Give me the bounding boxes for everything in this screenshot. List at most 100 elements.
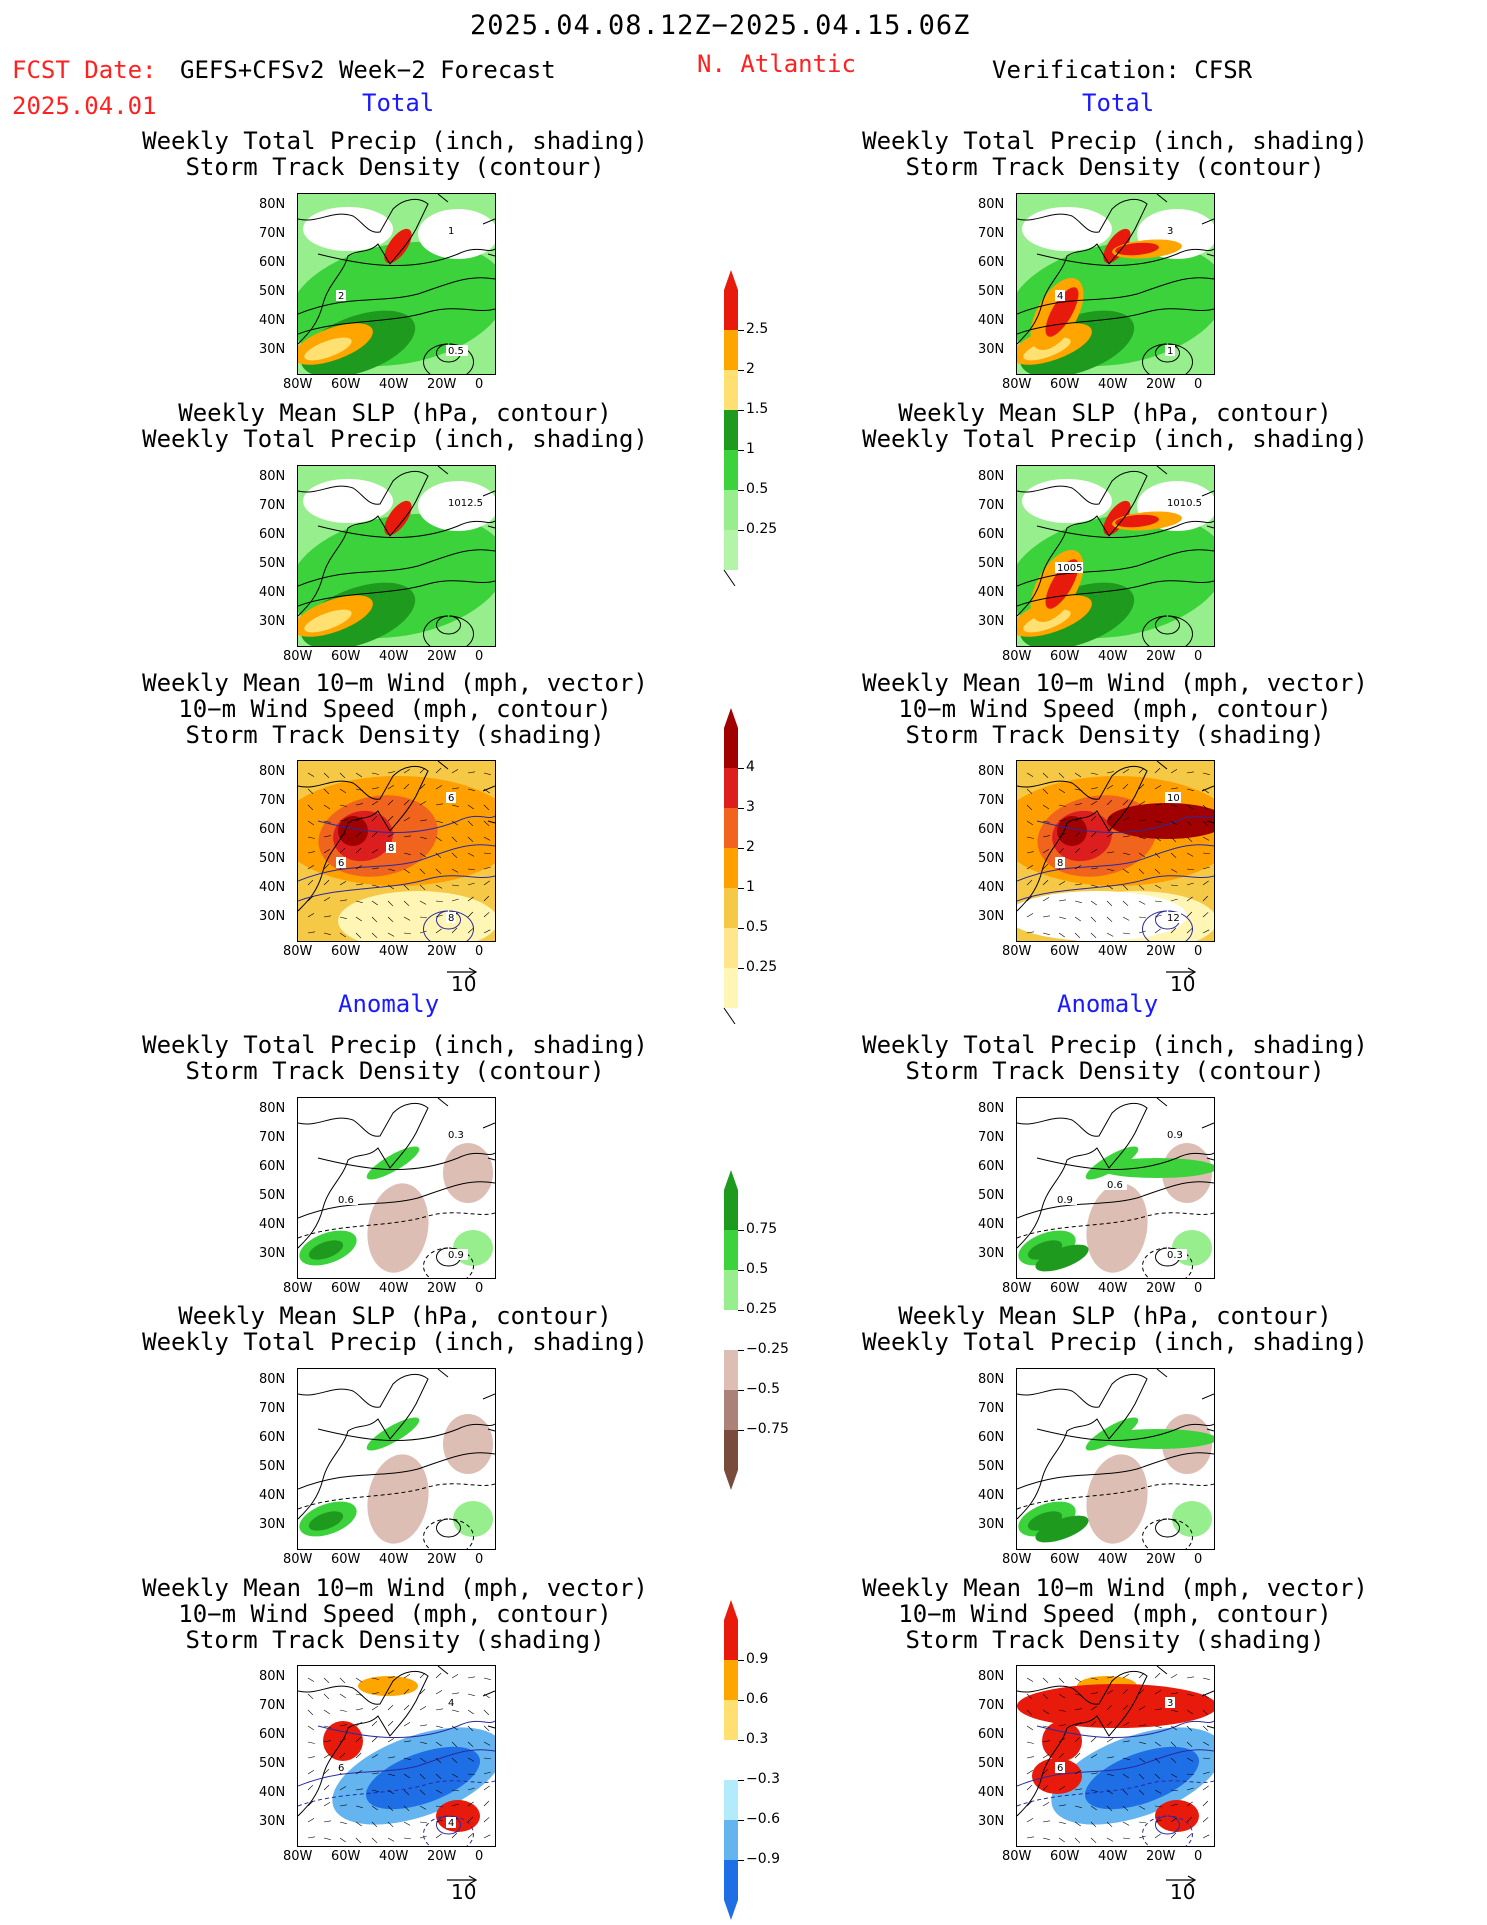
- fcst-date-label: FCST Date:: [12, 56, 157, 84]
- wind-vector: [419, 767, 426, 774]
- wind-vector: [1090, 1821, 1097, 1828]
- wind-vector: [355, 1736, 362, 1743]
- wind-vector: [1074, 788, 1082, 791]
- wind-vector: [1186, 911, 1193, 918]
- contour-line: [1017, 1212, 1214, 1239]
- precip-core-south: [304, 609, 352, 633]
- colorbar-label: 0.75: [746, 1221, 778, 1237]
- wind-vector: [1074, 900, 1082, 904]
- wind-vector: [451, 1803, 459, 1807]
- lat-tick-label: 60N: [259, 527, 286, 542]
- contour-line: [298, 308, 495, 335]
- panel-title-line: Weekly Mean SLP (hPa, contour): [178, 399, 612, 427]
- wind-vector: [1106, 799, 1113, 806]
- wind-vector: [387, 784, 395, 790]
- wind-vector: [307, 1818, 315, 1823]
- wind-vector: [323, 879, 330, 886]
- wind-vector: [323, 897, 331, 902]
- wind-vector: [435, 1805, 443, 1808]
- wind-vector: [1154, 914, 1162, 918]
- coastline: [298, 761, 495, 912]
- wind-vector: [1138, 1672, 1145, 1679]
- lat-tick-label: 80N: [259, 1372, 286, 1387]
- anom-wet-south-core: [1027, 1240, 1063, 1260]
- contour-label-bg: [1055, 1194, 1077, 1205]
- contour-line: [436, 1815, 461, 1835]
- wind-vector: [1090, 1754, 1098, 1759]
- wind-vector: [1170, 898, 1178, 902]
- lon-tick-label: 0: [1194, 1849, 1203, 1864]
- wind-vector: [307, 1800, 314, 1807]
- wind-vector: [323, 1677, 330, 1684]
- panel-title-line: Storm Track Density (contour): [185, 1057, 605, 1085]
- lat-tick-label: 80N: [978, 469, 1005, 484]
- lat-tick-label: 80N: [259, 1101, 286, 1116]
- panel-title-line: Weekly Mean 10−m Wind (mph, vector): [142, 1574, 648, 1602]
- wind-vector: [1074, 916, 1081, 922]
- wind-vector: [387, 1720, 394, 1727]
- wind-vector: [419, 1773, 426, 1780]
- wind-vector: [371, 1754, 379, 1759]
- wind-vector: [1202, 1817, 1209, 1823]
- contour-label: 12: [1167, 913, 1180, 924]
- wind-vector: [467, 868, 475, 871]
- wind-vector: [307, 1836, 315, 1839]
- wind-vector: [1154, 1789, 1162, 1794]
- lon-tick-label: 40W: [1098, 944, 1128, 959]
- contour-label-bg: [336, 290, 346, 301]
- wind-vector: [451, 1757, 458, 1764]
- wind-vector: [1090, 932, 1097, 939]
- contour-label-bg: [1165, 912, 1181, 923]
- wind-vector: [387, 868, 395, 872]
- contour-label-bg: [446, 792, 456, 803]
- lon-tick-label: 0: [475, 944, 484, 959]
- wind-vector: [483, 1757, 491, 1760]
- wind-vector: [419, 819, 427, 822]
- wind-vector: [403, 1688, 410, 1695]
- wind-vector: [435, 785, 443, 790]
- coastline: [298, 194, 495, 345]
- colorbar-label: 1.5: [746, 401, 769, 417]
- contour-line: [317, 1423, 495, 1441]
- wind-vector: [1138, 1724, 1146, 1727]
- wind-vector: [435, 1833, 442, 1839]
- panel-title-line: 10−m Wind Speed (mph, contour): [898, 695, 1332, 723]
- anom-dry-east: [443, 1143, 493, 1203]
- contour-label: 8: [448, 913, 454, 924]
- colorbar-segment: [724, 1860, 738, 1900]
- contour-line: [1017, 277, 1214, 315]
- wind-vector: [1058, 1677, 1065, 1684]
- lon-tick-label: 80W: [1002, 649, 1032, 664]
- wind-vector: [1202, 912, 1209, 918]
- wind-vector: [371, 1821, 378, 1828]
- wind-vector: [1090, 1772, 1098, 1775]
- total-label-right: Total: [1082, 89, 1155, 117]
- lon-tick-label: 0: [475, 1281, 484, 1296]
- panel-title-line: Weekly Total Precip (inch, shading): [862, 127, 1368, 155]
- contour-line: [423, 1815, 474, 1846]
- colorbar-segment: [724, 290, 738, 330]
- contour-label: 8: [388, 843, 394, 854]
- colorbar-segment: [724, 1430, 738, 1470]
- wind-vector: [1186, 1833, 1193, 1839]
- wind-vector: [403, 1673, 411, 1679]
- contour-label-bg: [336, 857, 346, 868]
- wind-vector: [403, 1821, 411, 1826]
- lat-tick-label: 30N: [978, 342, 1005, 357]
- wind-vector: [339, 1804, 347, 1807]
- lon-tick-label: 20W: [427, 649, 457, 664]
- wind-vector: [1106, 1805, 1113, 1812]
- wind-vector: [339, 916, 347, 920]
- wind-vector: [1122, 1757, 1130, 1761]
- wind-vector: [1186, 1676, 1194, 1679]
- wind-vector: [1122, 884, 1129, 891]
- lon-tick-label: 40W: [379, 1849, 409, 1864]
- wind-vector: [1074, 831, 1081, 838]
- wind-vector: [1186, 1693, 1194, 1697]
- wind-vector: [403, 868, 410, 874]
- wind-vector: [483, 1709, 490, 1716]
- lat-tick-label: 60N: [978, 527, 1005, 542]
- contour-line: [298, 875, 495, 902]
- wind-vector: [467, 1725, 474, 1732]
- wind-vector: [419, 1789, 426, 1796]
